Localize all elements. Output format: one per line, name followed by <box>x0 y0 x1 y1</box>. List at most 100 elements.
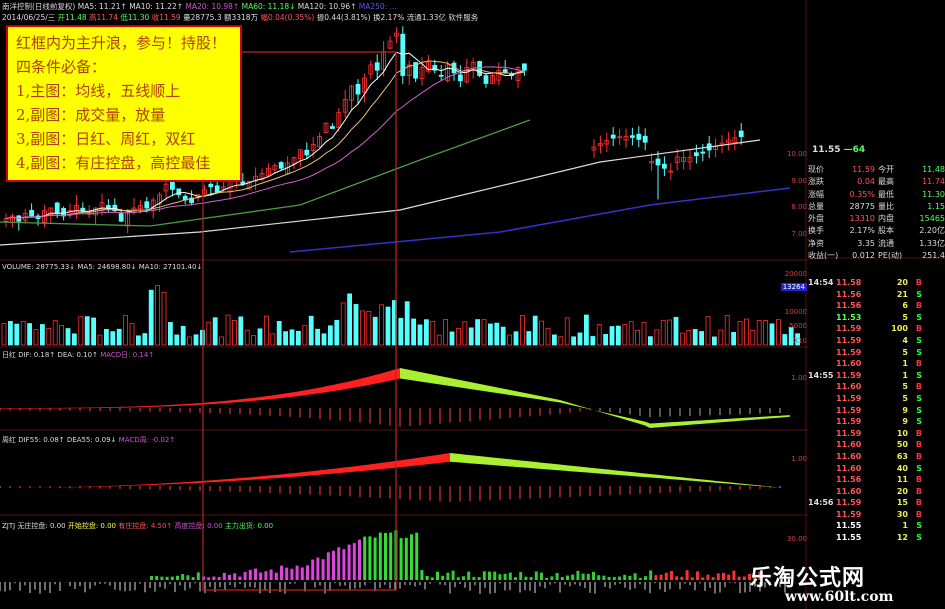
candle-body <box>445 64 451 81</box>
volume-bar <box>423 319 429 346</box>
note-line: 红框内为主升浪，参与！持股！ <box>16 34 227 52</box>
zjtj-bar <box>378 532 382 580</box>
zjtj-bar <box>363 536 367 580</box>
zjtj-bar <box>644 576 647 580</box>
volume-bar <box>276 321 282 346</box>
macd-weekly-dif-band <box>765 486 770 487</box>
macd-daily-dif-band <box>440 376 445 386</box>
quote-table: 现价 11.59 今开 11.48 涨跌 0.04 最高 11.74 涨幅 0.35% 最低 11.3… <box>808 164 945 262</box>
volume-bar <box>660 319 666 346</box>
macd-daily-dif-band <box>490 386 495 393</box>
volume-bar <box>539 320 544 346</box>
macd-daily-dif-band <box>630 418 635 423</box>
volume-bar <box>347 293 353 346</box>
candle-body <box>67 210 73 216</box>
tick-side: B <box>915 498 922 508</box>
macd-weekly-dif-band <box>300 471 305 477</box>
macd-weekly-dif-band <box>685 477 690 481</box>
candle-body <box>477 61 483 76</box>
volume-bar <box>571 336 576 346</box>
candle-body <box>80 207 86 212</box>
tick-time: 14:56 <box>808 498 834 508</box>
volume-bar <box>359 310 365 346</box>
volume-bar <box>91 317 96 346</box>
zjtj-bar <box>207 577 211 580</box>
macd-weekly-dif-band <box>260 475 265 480</box>
macd-daily-dif-band <box>745 417 750 421</box>
volume-bar <box>104 329 109 346</box>
candle-body <box>438 74 444 77</box>
candle-body <box>515 67 521 81</box>
volume-axis-label: 10000 <box>784 308 807 316</box>
quote-value: 251.4 <box>922 251 945 261</box>
zjtj-bar <box>758 571 762 580</box>
macd-weekly-dif-band <box>490 457 495 466</box>
macd-weekly-dif-band <box>235 478 240 481</box>
volume-bar <box>712 336 717 346</box>
candle-body <box>368 64 374 75</box>
candle-body <box>662 163 667 169</box>
zjtj-bar <box>514 577 517 580</box>
macd-weekly-dif-band <box>350 466 355 473</box>
quote-label: 股本 <box>878 226 894 236</box>
zjtj-bar <box>430 577 434 580</box>
macd-daily-dif-band <box>290 391 295 398</box>
zjtj-bar <box>446 572 450 580</box>
macd-daily-dif-band <box>45 407 50 409</box>
ma10-line <box>5 60 525 220</box>
candle-body <box>221 186 227 190</box>
candle-body <box>29 209 35 217</box>
volume-bar <box>532 315 538 346</box>
volume-bar <box>238 316 244 346</box>
note-line: 4,副图：有庄控盘，高控最佳 <box>16 154 211 172</box>
tick-volume: 6 <box>902 301 908 311</box>
macd-daily-dif-band <box>435 375 440 385</box>
ma20-line <box>5 66 525 220</box>
macd-daily-dif-band <box>165 404 170 407</box>
macd-daily-dif-band <box>375 373 380 384</box>
zjtj-bar <box>462 576 465 580</box>
tick-side: S <box>916 312 922 322</box>
macd-weekly-dif-band <box>700 479 705 482</box>
macd-daily-dif-band <box>390 369 395 381</box>
ma5-line <box>5 51 525 220</box>
zjtj-bar <box>399 538 403 580</box>
volume-bar <box>385 306 391 346</box>
macd-weekly-dif-band <box>125 485 130 486</box>
tick-list[interactable]: 14:54 11.58 20 B 11.56 21 S 11.56 6 B 11.53 5 S 11.59… <box>808 277 945 544</box>
volume-bar <box>744 318 749 346</box>
candle-body <box>674 156 680 163</box>
volume-bar <box>225 314 231 346</box>
label-item: DEA: 0.10↑ <box>57 351 101 359</box>
volume-bar <box>680 332 685 346</box>
volume-bar <box>641 321 647 346</box>
macd-weekly-dif-band <box>545 462 550 470</box>
quote-value: 11.30 <box>922 189 945 199</box>
zjtj-bar <box>612 577 616 580</box>
macd-daily-dif-band <box>755 416 760 420</box>
candle-body <box>349 85 355 101</box>
zjtj-bar <box>389 532 393 580</box>
macd-daily-dif-band <box>370 375 375 385</box>
zjtj-bar <box>217 576 221 580</box>
macd-weekly-dif-band <box>740 483 745 485</box>
macd-daily-dif-band <box>575 404 580 407</box>
zjtj-bar <box>352 543 356 580</box>
macd-weekly-dif-band <box>760 485 765 487</box>
tick-time <box>808 416 836 428</box>
quote-row: 涨跌 0.04 最高 11.74 <box>808 176 945 188</box>
volume-bar <box>404 301 410 346</box>
candle-body <box>297 149 303 159</box>
macd-weekly-dif-band <box>375 463 380 470</box>
macd-daily-dif-band <box>315 387 320 394</box>
zjtj-bar <box>326 552 330 580</box>
candle-body <box>355 83 361 95</box>
macd-daily-dif-band <box>350 380 355 389</box>
zjtj-bar <box>524 576 528 580</box>
macd-daily-dif-band <box>535 395 540 400</box>
macd-daily-dif-band <box>480 384 485 392</box>
macd-daily-dif-band <box>425 373 430 383</box>
zjtj-bar <box>280 565 283 580</box>
tick-price: 11.60 <box>836 359 862 369</box>
